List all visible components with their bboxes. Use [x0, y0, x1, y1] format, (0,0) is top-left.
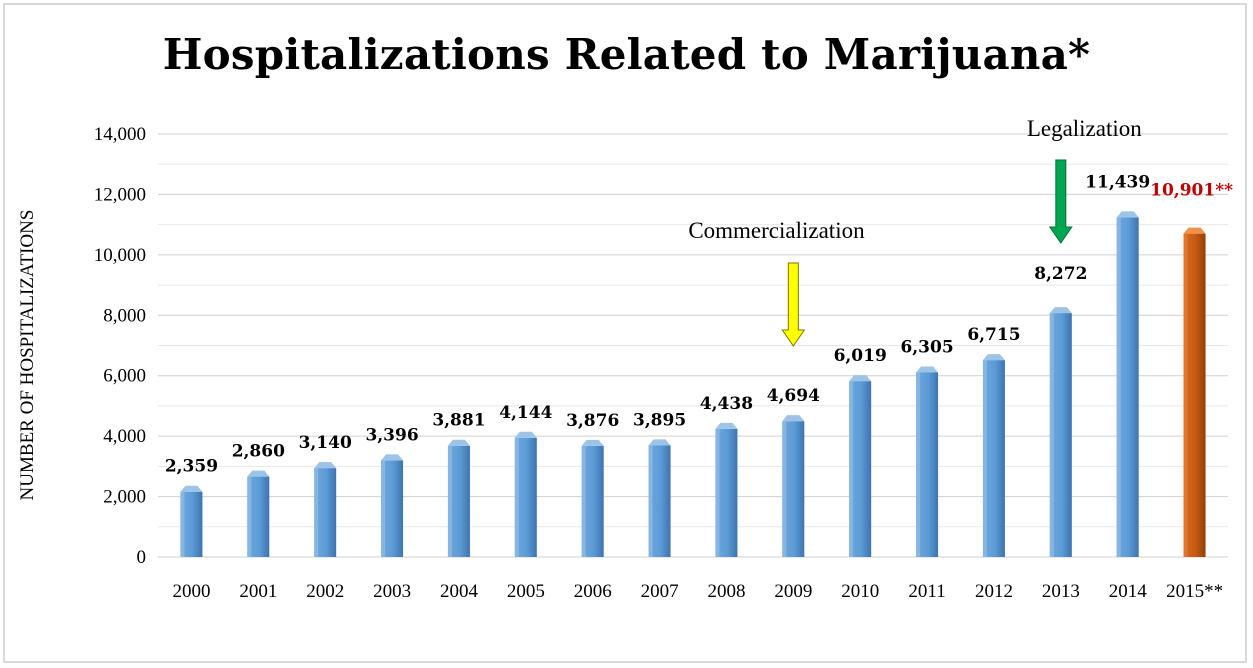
bar [247, 470, 270, 557]
x-tick-label: 2014 [1109, 581, 1148, 602]
data-label: 2,860 [232, 442, 285, 462]
y-tick-label: 14,000 [94, 124, 146, 145]
gridlines [158, 133, 1228, 558]
x-tick-labels: 2000 2001 2002 2003 2004 2005 2006 2007 2008 2009… [172, 581, 1223, 602]
annotation-legalization: Legalization [1026, 116, 1142, 141]
bar [180, 485, 203, 557]
bars [180, 211, 1206, 557]
y-tick-label: 0 [137, 547, 147, 568]
bar [715, 422, 738, 557]
annotation-commercialization: Commercialization [688, 218, 865, 243]
bar [982, 354, 1005, 557]
bar [381, 454, 404, 557]
data-labels: 2,359 2,860 3,140 3,396 3,881 4,144 3,876 3,895… [165, 172, 1233, 476]
x-tick-label: 2005 [507, 581, 545, 602]
x-tick-label: 2009 [774, 581, 812, 602]
bar [1183, 227, 1206, 557]
x-tick-label: 2011 [908, 581, 945, 602]
bar [648, 439, 671, 557]
data-label: 3,140 [299, 433, 352, 453]
data-label: 6,305 [900, 337, 953, 357]
data-label: 10,901** [1150, 181, 1233, 201]
x-tick-label: 2010 [841, 581, 879, 602]
bar [916, 366, 939, 557]
x-tick-label: 2001 [239, 581, 277, 602]
bar [1049, 307, 1072, 557]
x-tick-label: 2003 [373, 581, 411, 602]
y-tick-label: 12,000 [94, 184, 146, 205]
commercialization-arrow [781, 262, 806, 347]
y-tick-label: 4,000 [103, 426, 146, 447]
x-tick-label: 2013 [1042, 581, 1080, 602]
y-tick-label: 8,000 [103, 305, 146, 326]
x-tick-label: 2012 [975, 581, 1013, 602]
data-label: 4,144 [499, 403, 552, 423]
x-tick-label: 2006 [574, 581, 612, 602]
x-tick-label: 2007 [641, 581, 679, 602]
data-label: 3,876 [566, 411, 619, 431]
data-label: 4,694 [767, 386, 820, 406]
data-label: 3,396 [365, 425, 418, 445]
data-label: 6,019 [834, 346, 887, 366]
y-tick-label: 2,000 [103, 487, 146, 508]
bar [314, 462, 337, 557]
data-label: 8,272 [1034, 264, 1087, 284]
data-label: 3,881 [432, 411, 485, 431]
bar [849, 375, 872, 557]
x-tick-label: 2008 [707, 581, 745, 602]
legalization-arrow [1048, 159, 1073, 244]
data-label: 11,439 [1085, 172, 1150, 192]
annotation-arrows [781, 159, 1073, 347]
y-tick-labels: 0 2,000 4,000 6,000 8,000 10,000 12,000 14,000 [94, 124, 146, 568]
bar [581, 439, 604, 557]
y-tick-label: 10,000 [94, 245, 146, 266]
x-tick-label: 2002 [306, 581, 344, 602]
y-tick-label: 6,000 [103, 366, 146, 387]
chart-title: Hospitalizations Related to Marijuana* [162, 30, 1091, 79]
x-tick-label: 2015** [1166, 581, 1223, 602]
chart-frame [3, 3, 1247, 663]
bar [447, 439, 470, 557]
bar [782, 415, 805, 557]
x-tick-label: 2000 [172, 581, 210, 602]
bar [1116, 211, 1139, 557]
data-label: 6,715 [967, 325, 1020, 345]
bar [514, 431, 537, 557]
data-label: 4,438 [700, 394, 753, 414]
data-label: 3,895 [633, 410, 686, 430]
x-tick-label: 2004 [440, 581, 479, 602]
data-label: 2,359 [165, 457, 218, 477]
